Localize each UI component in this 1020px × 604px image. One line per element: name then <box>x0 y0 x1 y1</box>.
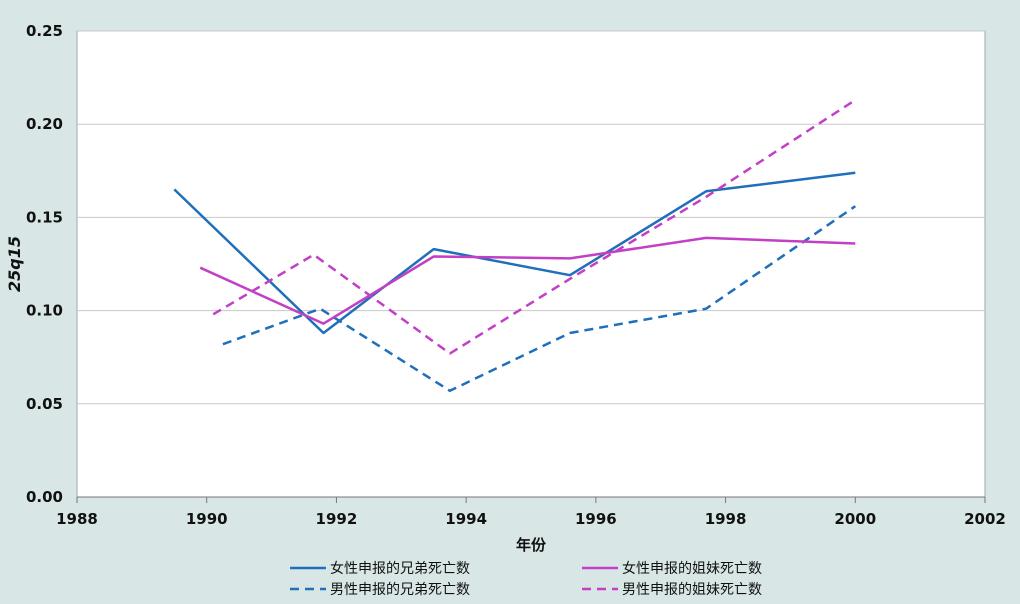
legend-label-3: 女性申报的姐妹死亡数 <box>622 560 762 577</box>
x-tick-label: 1996 <box>575 510 617 528</box>
y-tick-label: 0.10 <box>26 302 63 320</box>
y-axis-title: 25q15 <box>5 236 24 292</box>
x-tick-label: 1988 <box>56 510 98 528</box>
series-line-3 <box>199 236 856 325</box>
gridlines <box>77 30 985 405</box>
y-tick-label: 0.05 <box>26 395 63 413</box>
y-tick-label: 0.15 <box>26 208 63 226</box>
plot-area <box>76 30 986 498</box>
x-tick-label: 1990 <box>186 510 228 528</box>
legend-label-2: 男性申报的兄弟死亡数 <box>330 582 470 598</box>
y-tick-label: 0.20 <box>26 115 63 133</box>
series-line-4 <box>212 98 856 355</box>
y-tick-label: 0.25 <box>26 22 63 40</box>
series-group <box>173 98 857 393</box>
x-tick-label: 1994 <box>445 510 487 528</box>
legend-label-4: 男性申报的姐妹死亡数 <box>622 582 762 598</box>
x-tick-label: 2000 <box>834 510 876 528</box>
x-tick-label: 1998 <box>705 510 747 528</box>
series-line-2 <box>222 205 857 393</box>
series-line-1 <box>173 171 856 335</box>
legend-label-1: 女性申报的兄弟死亡数 <box>330 560 470 577</box>
x-tick-label: 2002 <box>964 510 1006 528</box>
x-axis-title: 年份 <box>516 536 547 554</box>
y-tick-label: 0.00 <box>26 488 63 506</box>
axes: 0.00 0.05 0.10 0.15 0.20 0.25 1988 1990 1992 1994… <box>26 22 1006 528</box>
x-tick-label: 1992 <box>316 510 358 528</box>
